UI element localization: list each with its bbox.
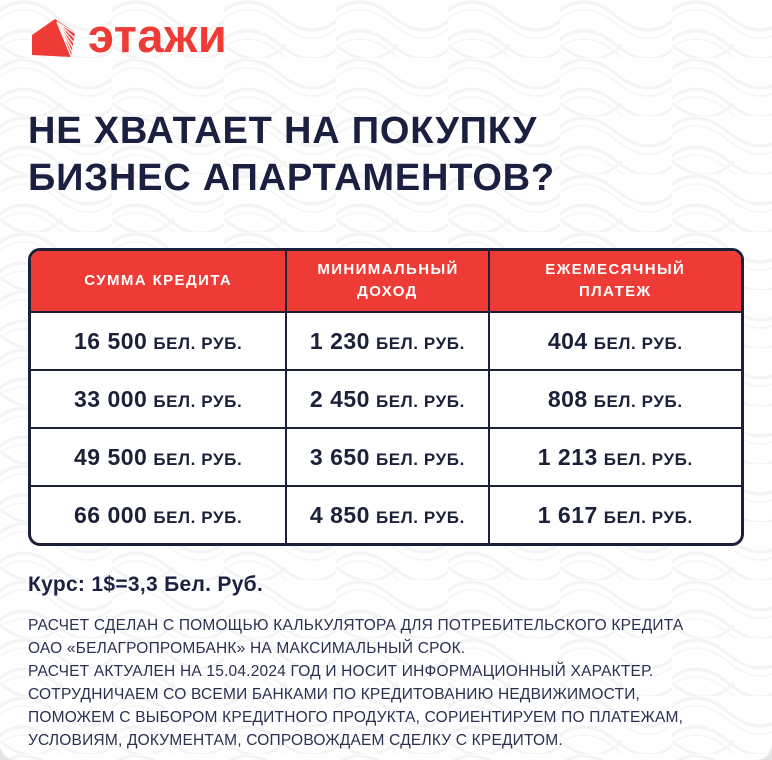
table-row: 16 500 БЕЛ. РУБ. 1 230 БЕЛ. РУБ. 404 БЕЛ. Р… xyxy=(31,311,741,371)
amount-value: 808 xyxy=(547,385,588,412)
cell-credit-sum: 33 000 БЕЛ. РУБ. xyxy=(31,369,288,429)
cell-credit-sum: 49 500 БЕЛ. РУБ. xyxy=(31,427,288,487)
cell-credit-sum: 16 500 БЕЛ. РУБ. xyxy=(31,311,288,371)
disclaimer-line: ПОМОЖЕМ С ВЫБОРОМ КРЕДИТНОГО ПРОДУКТА, С… xyxy=(28,709,684,726)
amount-value: 16 500 xyxy=(73,327,148,354)
currency-label: БЕЛ. РУБ. xyxy=(593,333,683,353)
column-header-monthly-payment: ЕЖЕМЕСЯЧНЫЙ ПЛАТЕЖ xyxy=(487,251,741,313)
cell-min-income: 3 650 БЕЛ. РУБ. xyxy=(285,427,490,487)
currency-label: БЕЛ. РУБ. xyxy=(153,333,243,353)
cell-monthly-payment: 404 БЕЛ. РУБ. xyxy=(487,311,741,371)
amount-value: 4 850 xyxy=(309,501,370,528)
amount-value: 33 000 xyxy=(73,385,148,412)
cell-min-income: 2 450 БЕЛ. РУБ. xyxy=(285,369,490,429)
disclaimer-line: СОТРУДНИЧАЕМ СО ВСЕМИ БАНКАМИ ПО КРЕДИТО… xyxy=(28,686,641,703)
table-row: 33 000 БЕЛ. РУБ. 2 450 БЕЛ. РУБ. 808 БЕЛ. Р… xyxy=(31,369,741,429)
cell-monthly-payment: 808 БЕЛ. РУБ. xyxy=(487,369,741,429)
table-row: 66 000 БЕЛ. РУБ. 4 850 БЕЛ. РУБ. 1 617 БЕЛ.… xyxy=(31,485,741,543)
currency-label: БЕЛ. РУБ. xyxy=(153,507,243,527)
disclaimer-line: РАСЧЕТ СДЕЛАН С ПОМОЩЬЮ КАЛЬКУЛЯТОРА ДЛЯ… xyxy=(28,617,684,634)
page-title: НЕ ХВАТАЕТ НА ПОКУПКУ БИЗНЕС АПАРТАМЕНТО… xyxy=(28,108,744,202)
currency-label: БЕЛ. РУБ. xyxy=(593,391,683,411)
currency-label: БЕЛ. РУБ. xyxy=(603,449,693,469)
page-title-line1: НЕ ХВАТАЕТ НА ПОКУПКУ xyxy=(28,110,538,152)
cell-monthly-payment: 1 213 БЕЛ. РУБ. xyxy=(487,427,741,487)
currency-label: БЕЛ. РУБ. xyxy=(375,333,465,353)
amount-value: 1 213 xyxy=(537,443,598,470)
brand-logo: этажи xyxy=(28,12,744,64)
etazhi-house-icon xyxy=(32,19,76,58)
amount-value: 1 230 xyxy=(309,327,370,354)
cell-monthly-payment: 1 617 БЕЛ. РУБ. xyxy=(487,485,741,543)
amount-value: 3 650 xyxy=(309,443,370,470)
amount-value: 404 xyxy=(547,327,588,354)
currency-label: БЕЛ. РУБ. xyxy=(153,391,243,411)
amount-value: 2 450 xyxy=(309,385,370,412)
currency-label: БЕЛ. РУБ. xyxy=(375,449,465,469)
cell-min-income: 4 850 БЕЛ. РУБ. xyxy=(285,485,490,543)
credit-table: СУММА КРЕДИТА МИНИМАЛЬНЫЙ ДОХОД ЕЖЕМЕСЯЧ… xyxy=(31,251,741,543)
disclaimer-line: УСЛОВИЯМ, ДОКУМЕНТАМ, СОПРОВОЖДАЕМ СДЕЛК… xyxy=(28,732,563,749)
disclaimer-text: РАСЧЕТ СДЕЛАН С ПОМОЩЬЮ КАЛЬКУЛЯТОРА ДЛЯ… xyxy=(28,614,744,752)
amount-value: 66 000 xyxy=(73,501,148,528)
currency-label: БЕЛ. РУБ. xyxy=(153,449,243,469)
table-header-row: СУММА КРЕДИТА МИНИМАЛЬНЫЙ ДОХОД ЕЖЕМЕСЯЧ… xyxy=(31,251,741,313)
disclaimer-line: ОАО «БЕЛАГРОПРОМБАНК» НА МАКСИМАЛЬНЫЙ СР… xyxy=(28,640,466,657)
cell-min-income: 1 230 БЕЛ. РУБ. xyxy=(285,311,490,371)
currency-label: БЕЛ. РУБ. xyxy=(375,391,465,411)
page-title-line2: БИЗНЕС АПАРТАМЕНТОВ? xyxy=(28,157,555,199)
cell-credit-sum: 66 000 БЕЛ. РУБ. xyxy=(31,485,288,543)
exchange-rate-note: Курс: 1$=3,3 Бел. Руб. xyxy=(28,573,264,596)
column-header-credit-sum: СУММА КРЕДИТА xyxy=(31,251,288,313)
credit-table-container: СУММА КРЕДИТА МИНИМАЛЬНЫЙ ДОХОД ЕЖЕМЕСЯЧ… xyxy=(28,248,744,546)
brand-name: этажи xyxy=(88,8,228,62)
currency-label: БЕЛ. РУБ. xyxy=(375,507,465,527)
table-row: 49 500 БЕЛ. РУБ. 3 650 БЕЛ. РУБ. 1 213 БЕЛ.… xyxy=(31,427,741,487)
amount-value: 49 500 xyxy=(73,443,148,470)
disclaimer-line: РАСЧЕТ АКТУАЛЕН НА 15.04.2024 ГОД И НОСИ… xyxy=(28,663,654,680)
column-header-min-income: МИНИМАЛЬНЫЙ ДОХОД xyxy=(285,251,490,313)
currency-label: БЕЛ. РУБ. xyxy=(603,507,693,527)
amount-value: 1 617 xyxy=(537,501,598,528)
